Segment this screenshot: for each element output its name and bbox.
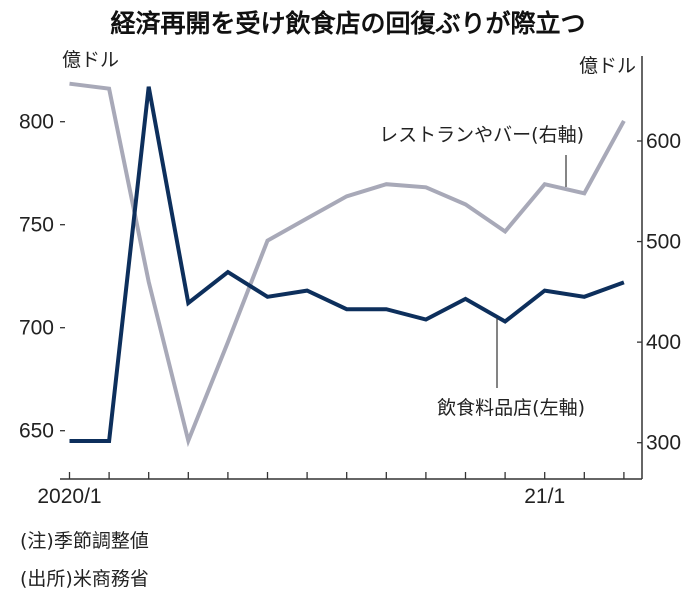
right-tick-label: 500	[646, 231, 681, 254]
right-tick-label: 400	[646, 331, 681, 354]
series-label-food-stores: 飲食料品店(左軸)	[437, 397, 585, 419]
right-axis-unit: 億ドル	[579, 55, 636, 77]
x-tick-label: 21/1	[524, 485, 565, 508]
chart-title: 経済再開を受け飲食店の回復ぶりが際立つ	[110, 9, 585, 38]
right-tick-label: 600	[646, 130, 681, 153]
right-tick-label: 300	[646, 432, 681, 455]
left-tick-label: 650	[19, 420, 54, 443]
left-axis-unit: 億ドル	[62, 49, 119, 71]
left-tick-label: 700	[19, 317, 54, 340]
note-source: (出所)米商務省	[20, 568, 149, 590]
left-tick-label: 800	[19, 111, 54, 134]
series-label-restaurants: レストランやバー(右軸)	[379, 124, 584, 146]
x-tick-label: 2020/1	[37, 485, 101, 508]
note-seasonal: (注)季節調整値	[20, 530, 149, 552]
left-tick-label: 750	[19, 214, 54, 237]
